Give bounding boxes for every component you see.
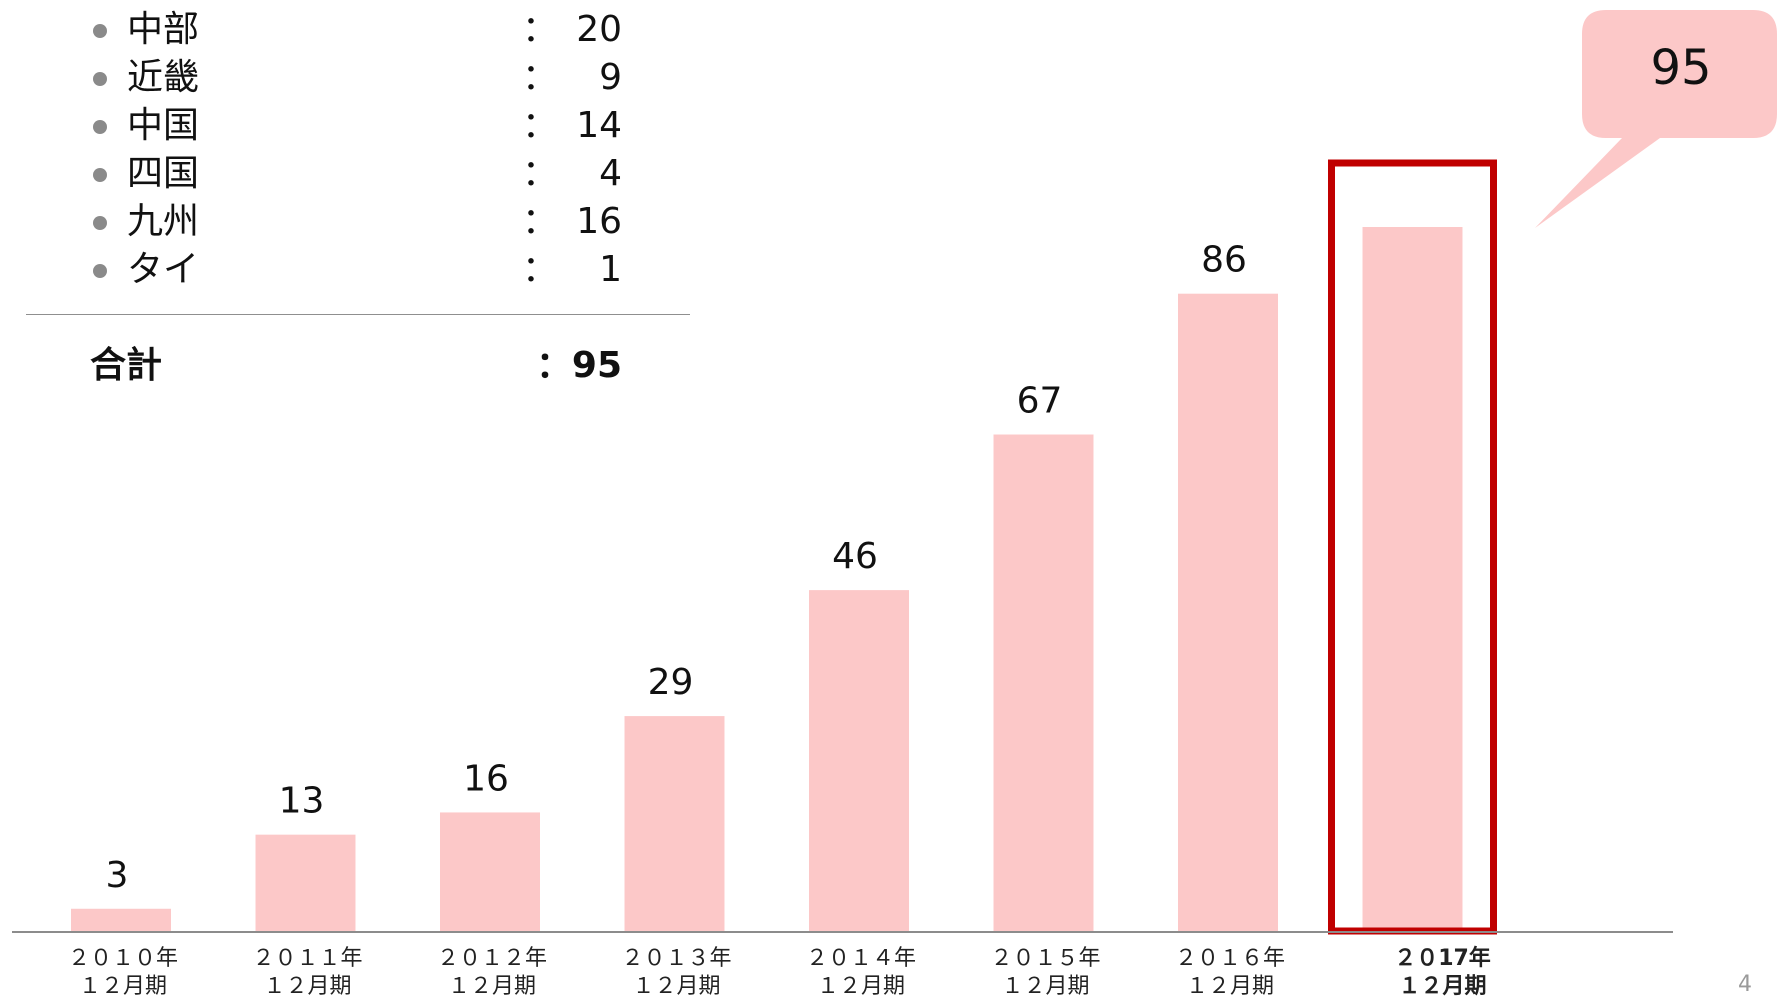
divider-line	[26, 314, 690, 315]
bullet-icon	[93, 168, 107, 182]
region-row-shikoku: 四国 ： 4	[0, 150, 700, 198]
region-row-chubu: 中部 ： 20	[0, 6, 700, 54]
bullet-icon	[93, 264, 107, 278]
data-label-6: 86	[1201, 240, 1247, 281]
tick-label-2-1: １２月期	[448, 974, 536, 997]
region-colon: ：	[522, 249, 559, 290]
data-label-3: 29	[648, 662, 694, 703]
bar-3	[624, 716, 725, 931]
tick-label-4-0: ２０１４年	[806, 946, 916, 971]
bar-5	[993, 434, 1094, 931]
region-value: 1	[599, 249, 622, 290]
region-colon: ：	[522, 9, 559, 50]
region-row-kinki: 近畿 ： 9	[0, 54, 700, 102]
tick-label-1-0: ２０１１年	[252, 946, 362, 971]
tick-label-0-1: １２月期	[79, 974, 167, 997]
callout-value: 95	[1650, 40, 1711, 96]
data-label-0: 3	[106, 855, 129, 896]
region-name: タイ	[127, 249, 200, 290]
callout-bubble: 95	[1535, 10, 1777, 228]
region-colon: ：	[522, 105, 559, 146]
tick-label-3-0: ２０１３年	[621, 946, 731, 971]
region-row-kyushu: 九州 ： 16	[0, 198, 700, 246]
region-row-chugoku: 中国 ： 14	[0, 102, 700, 150]
region-value: 20	[576, 9, 622, 50]
page-number: 4	[1738, 972, 1752, 997]
bar-1	[255, 834, 356, 931]
region-row-thailand: タイ ： 1	[0, 246, 700, 294]
tick-label-3-1: １２月期	[632, 974, 720, 997]
total-value: 95	[571, 345, 622, 386]
bullet-icon	[93, 216, 107, 230]
region-colon: ：	[522, 153, 559, 194]
data-label-2: 16	[463, 758, 509, 799]
total-colon: ：	[536, 345, 573, 386]
region-value: 16	[576, 201, 622, 242]
region-breakdown-list: 中部 ： 20 近畿 ： 9 中国 ： 14 四国 ： 4 九州 ： 16 タイ…	[0, 0, 700, 400]
data-label-5: 67	[1017, 380, 1063, 421]
tick-label-1-1: １２月期	[263, 974, 351, 997]
tick-label-5-0: ２０１５年	[990, 946, 1100, 971]
tick-label-6-1: １２月期	[1186, 974, 1274, 997]
region-name: 中国	[127, 105, 200, 146]
bullet-icon	[93, 120, 107, 134]
bar-6	[1178, 293, 1278, 932]
tick-label-7-1: １２月期	[1398, 974, 1486, 997]
tick-label-7-0: ２０17年	[1394, 945, 1491, 971]
tick-label-0-0: ２０１０年	[68, 946, 178, 971]
data-label-1: 13	[279, 781, 325, 822]
region-colon: ：	[522, 57, 559, 98]
region-value: 9	[599, 57, 622, 98]
bar-4	[809, 590, 909, 931]
region-name: 中部	[127, 9, 200, 50]
bar-0	[71, 908, 171, 931]
tick-label-4-1: １２月期	[817, 974, 905, 997]
total-label: 合計	[90, 345, 163, 386]
region-name: 近畿	[127, 57, 200, 98]
bar-7	[1362, 227, 1463, 931]
tick-label-5-1: １２月期	[1001, 974, 1089, 997]
region-name: 四国	[127, 153, 200, 194]
region-colon: ：	[522, 201, 559, 242]
tick-label-6-0: ２０１６年	[1175, 946, 1285, 971]
bullet-icon	[93, 24, 107, 38]
region-value: 14	[576, 105, 622, 146]
tick-label-2-0: ２０１２年	[437, 946, 547, 971]
value-labels-group: 3 13 16 29 46 67 86	[106, 240, 1247, 896]
bullet-icon	[93, 72, 107, 86]
bars-group	[71, 159, 1497, 935]
bar-2	[440, 812, 540, 931]
data-label-4: 46	[832, 536, 878, 577]
region-name: 九州	[127, 201, 200, 242]
category-labels-group: ２０１０年 １２月期 ２０１１年 １２月期 ２０１２年 １２月期 ２０１３年 １２月期 ２０１４…	[68, 945, 1491, 997]
callout-shape	[1535, 10, 1777, 228]
region-value: 4	[599, 153, 622, 194]
